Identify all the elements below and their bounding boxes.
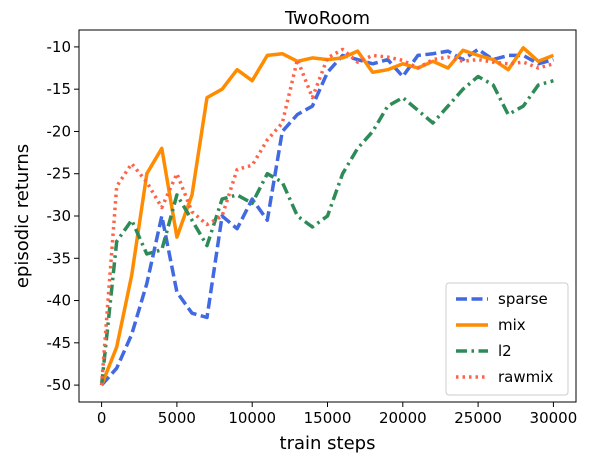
x-tick-label: 0 [97,409,107,427]
y-tick-label: -25 [47,165,72,183]
y-axis-label: episodic returns [12,144,33,288]
y-tick-label: -15 [47,80,72,98]
y-tick-label: -40 [47,292,72,310]
x-tick-label: 15000 [304,409,352,427]
x-tick-label: 5000 [158,409,196,427]
y-tick-label: -10 [47,38,72,56]
y-tick-label: -50 [47,376,72,394]
x-tick-label: 20000 [379,409,427,427]
x-axis: 0 5000 10000 15000 20000 25000 30000 [97,402,577,427]
x-axis-label: train steps [280,433,376,454]
legend-label-l2: l2 [498,342,512,360]
legend-label-sparse: sparse [498,290,548,308]
series-line-l2 [99,74,554,386]
series-layer [99,46,555,387]
chart-title: TwoRoom [284,8,370,29]
x-tick-label: 30000 [530,409,578,427]
x-tick-label: 25000 [454,409,502,427]
legend-box [445,282,569,396]
y-tick-label: -35 [47,249,72,267]
legend-label-mix: mix [498,316,526,334]
y-tick-label: -30 [47,207,72,225]
legend-label-rawmix: rawmix [498,368,553,386]
legend: sparse mix l2 rawmix [445,282,569,396]
x-tick-label: 10000 [228,409,276,427]
y-axis: -50 -45 -40 -35 -30 -25 -20 -15 -10 [47,38,79,394]
y-tick-label: -45 [47,334,72,352]
y-tick-label: -20 [47,122,72,140]
